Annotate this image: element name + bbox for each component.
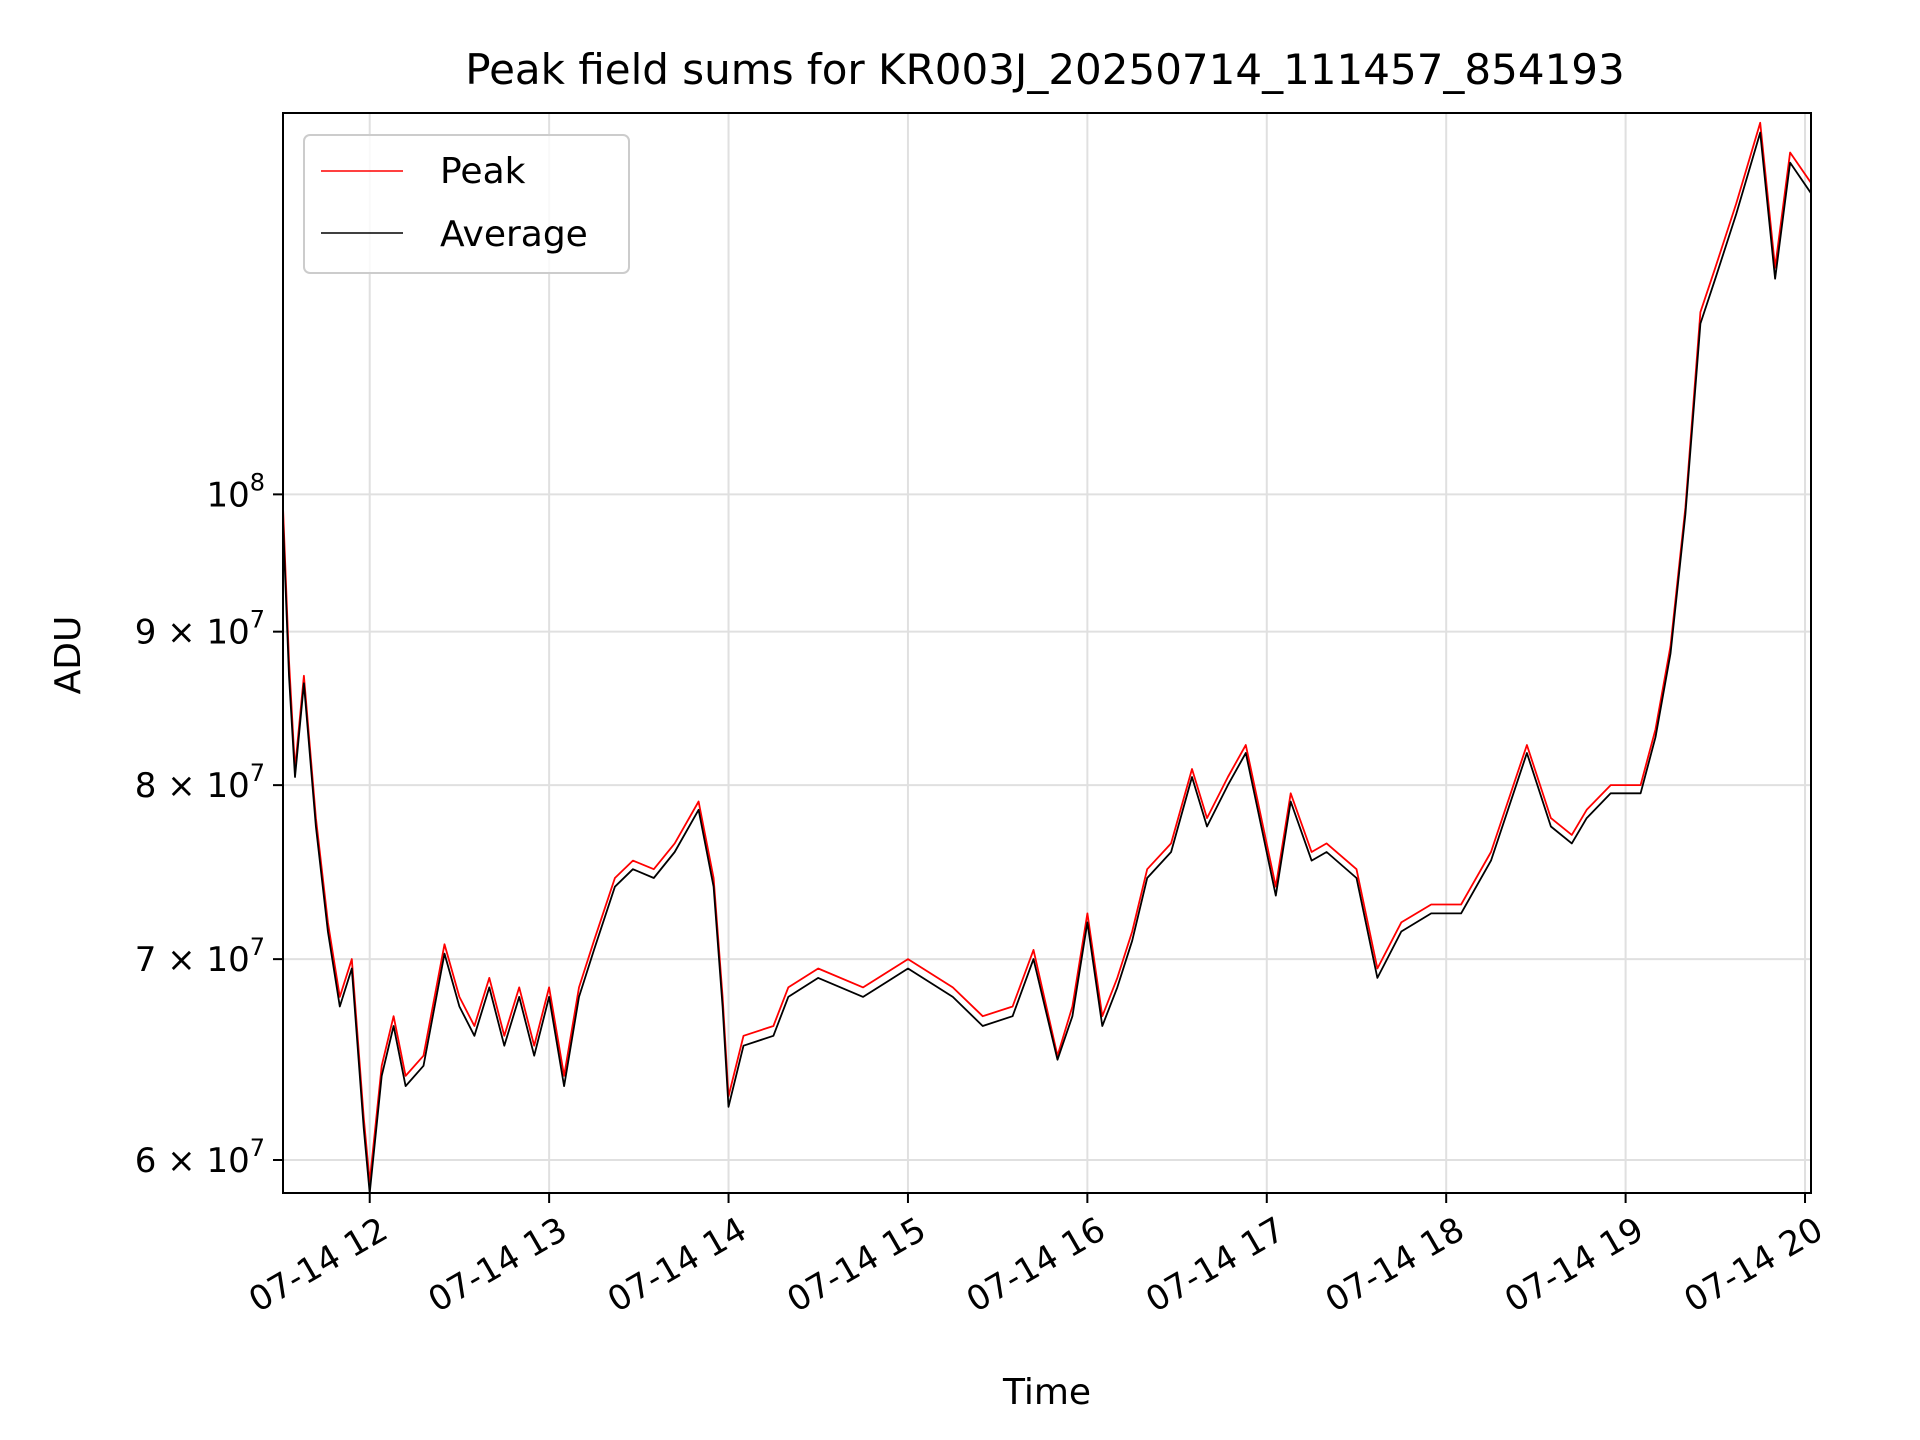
y-tick-label: 6 × 107 bbox=[135, 1134, 265, 1181]
y-tick-label-exponent: 7 bbox=[250, 759, 265, 787]
x-axis-label: Time bbox=[1002, 1372, 1091, 1413]
y-tick-label-base: 10 bbox=[206, 475, 249, 515]
y-tick-label-exponent: 7 bbox=[250, 933, 265, 961]
y-tick-label-base: 7 × 10 bbox=[135, 940, 250, 980]
y-tick-label-base: 6 × 10 bbox=[135, 1141, 250, 1181]
grid bbox=[283, 113, 1811, 1193]
plot-frame bbox=[282, 112, 1812, 1194]
y-tick-label: 8 × 107 bbox=[135, 759, 265, 806]
y-tick-label: 9 × 107 bbox=[135, 606, 265, 653]
y-tick-label-exponent: 8 bbox=[250, 468, 265, 496]
y-tick-label-base: 9 × 10 bbox=[135, 613, 250, 653]
series-line-peak bbox=[283, 121, 1811, 1183]
y-tick-label-exponent: 7 bbox=[250, 606, 265, 634]
legend-label-average: Average bbox=[440, 214, 588, 255]
series-layer bbox=[283, 121, 1811, 1193]
y-axis-label: ADU bbox=[48, 616, 89, 695]
legend-box bbox=[303, 134, 630, 274]
series-line-average bbox=[283, 131, 1811, 1193]
legend: Peak Average bbox=[303, 134, 630, 274]
chart-title: Peak field sums for KR003J_20250714_1114… bbox=[465, 45, 1625, 94]
y-tick-label-base: 8 × 10 bbox=[135, 766, 250, 806]
y-tick-label-exponent: 7 bbox=[250, 1134, 265, 1162]
y-tick-label: 7 × 107 bbox=[135, 933, 265, 980]
legend-label-peak: Peak bbox=[440, 151, 526, 192]
y-tick-label: 108 bbox=[206, 468, 265, 515]
